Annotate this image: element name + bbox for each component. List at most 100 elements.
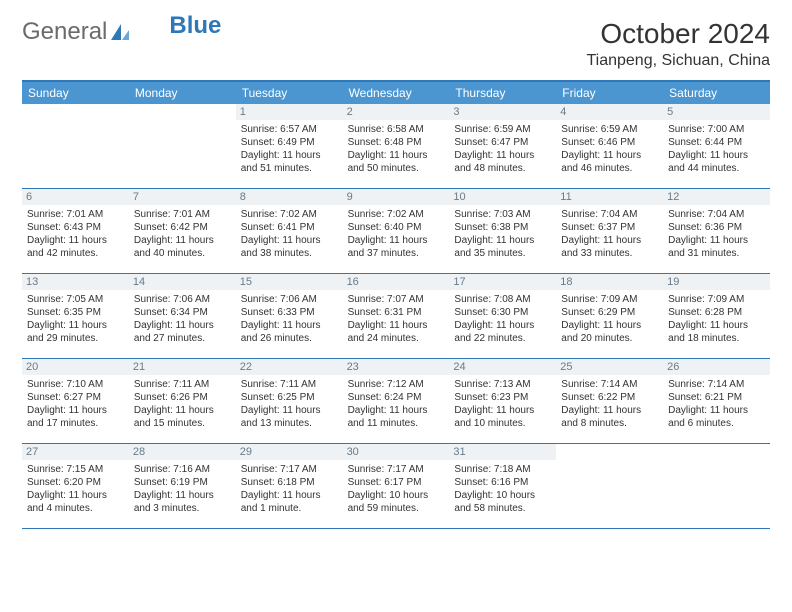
day-number: 17 (449, 274, 556, 290)
day-number: 3 (449, 104, 556, 120)
sunrise-text: Sunrise: 6:57 AM (241, 123, 338, 136)
calendar-cell: 24Sunrise: 7:13 AMSunset: 6:23 PMDayligh… (449, 359, 556, 443)
daylight-text: Daylight: 11 hours and 15 minutes. (134, 404, 231, 430)
day-number: 29 (236, 444, 343, 460)
calendar-cell: 28Sunrise: 7:16 AMSunset: 6:19 PMDayligh… (129, 444, 236, 528)
daylight-text: Daylight: 11 hours and 31 minutes. (668, 234, 765, 260)
calendar-cell: 23Sunrise: 7:12 AMSunset: 6:24 PMDayligh… (343, 359, 450, 443)
sunrise-text: Sunrise: 7:06 AM (134, 293, 231, 306)
day-number: 21 (129, 359, 236, 375)
daylight-text: Daylight: 11 hours and 44 minutes. (668, 149, 765, 175)
sunset-text: Sunset: 6:36 PM (668, 221, 765, 234)
weekday: Friday (556, 82, 663, 104)
sunrise-text: Sunrise: 7:09 AM (561, 293, 658, 306)
sunset-text: Sunset: 6:47 PM (454, 136, 551, 149)
sunrise-text: Sunrise: 7:01 AM (134, 208, 231, 221)
day-number: 19 (663, 274, 770, 290)
sunrise-text: Sunrise: 7:02 AM (348, 208, 445, 221)
calendar-week: 13Sunrise: 7:05 AMSunset: 6:35 PMDayligh… (22, 274, 770, 359)
calendar-cell: 19Sunrise: 7:09 AMSunset: 6:28 PMDayligh… (663, 274, 770, 358)
sunset-text: Sunset: 6:29 PM (561, 306, 658, 319)
daylight-text: Daylight: 11 hours and 11 minutes. (348, 404, 445, 430)
day-number: 27 (22, 444, 129, 460)
sunset-text: Sunset: 6:38 PM (454, 221, 551, 234)
daylight-text: Daylight: 11 hours and 3 minutes. (134, 489, 231, 515)
sunset-text: Sunset: 6:44 PM (668, 136, 765, 149)
sunrise-text: Sunrise: 7:14 AM (561, 378, 658, 391)
sunrise-text: Sunrise: 6:59 AM (561, 123, 658, 136)
calendar-cell: 29Sunrise: 7:17 AMSunset: 6:18 PMDayligh… (236, 444, 343, 528)
day-number: 2 (343, 104, 450, 120)
daylight-text: Daylight: 11 hours and 42 minutes. (27, 234, 124, 260)
daylight-text: Daylight: 11 hours and 10 minutes. (454, 404, 551, 430)
day-number: 16 (343, 274, 450, 290)
calendar-cell: 2Sunrise: 6:58 AMSunset: 6:48 PMDaylight… (343, 104, 450, 188)
sunrise-text: Sunrise: 7:01 AM (27, 208, 124, 221)
calendar-cell: 31Sunrise: 7:18 AMSunset: 6:16 PMDayligh… (449, 444, 556, 528)
daylight-text: Daylight: 11 hours and 48 minutes. (454, 149, 551, 175)
calendar-cell: 12Sunrise: 7:04 AMSunset: 6:36 PMDayligh… (663, 189, 770, 273)
sunrise-text: Sunrise: 7:04 AM (668, 208, 765, 221)
sunrise-text: Sunrise: 7:13 AM (454, 378, 551, 391)
sunrise-text: Sunrise: 7:06 AM (241, 293, 338, 306)
calendar-cell: 22Sunrise: 7:11 AMSunset: 6:25 PMDayligh… (236, 359, 343, 443)
sunset-text: Sunset: 6:22 PM (561, 391, 658, 404)
calendar-cell: 7Sunrise: 7:01 AMSunset: 6:42 PMDaylight… (129, 189, 236, 273)
daylight-text: Daylight: 11 hours and 38 minutes. (241, 234, 338, 260)
daylight-text: Daylight: 11 hours and 50 minutes. (348, 149, 445, 175)
logo-text-2: Blue (169, 12, 221, 40)
daylight-text: Daylight: 11 hours and 20 minutes. (561, 319, 658, 345)
calendar-cell: 13Sunrise: 7:05 AMSunset: 6:35 PMDayligh… (22, 274, 129, 358)
sunset-text: Sunset: 6:21 PM (668, 391, 765, 404)
calendar-cell: 27Sunrise: 7:15 AMSunset: 6:20 PMDayligh… (22, 444, 129, 528)
calendar-cell: 30Sunrise: 7:17 AMSunset: 6:17 PMDayligh… (343, 444, 450, 528)
calendar-cell: 1Sunrise: 6:57 AMSunset: 6:49 PMDaylight… (236, 104, 343, 188)
sunset-text: Sunset: 6:24 PM (348, 391, 445, 404)
sunset-text: Sunset: 6:43 PM (27, 221, 124, 234)
sunrise-text: Sunrise: 7:11 AM (134, 378, 231, 391)
day-number: 18 (556, 274, 663, 290)
sunset-text: Sunset: 6:20 PM (27, 476, 124, 489)
day-number: 10 (449, 189, 556, 205)
calendar-cell: 10Sunrise: 7:03 AMSunset: 6:38 PMDayligh… (449, 189, 556, 273)
calendar-cell: 20Sunrise: 7:10 AMSunset: 6:27 PMDayligh… (22, 359, 129, 443)
sunset-text: Sunset: 6:17 PM (348, 476, 445, 489)
calendar-week: 6Sunrise: 7:01 AMSunset: 6:43 PMDaylight… (22, 189, 770, 274)
sunrise-text: Sunrise: 7:10 AM (27, 378, 124, 391)
day-number: 22 (236, 359, 343, 375)
sunrise-text: Sunrise: 7:09 AM (668, 293, 765, 306)
sunset-text: Sunset: 6:26 PM (134, 391, 231, 404)
day-number: 24 (449, 359, 556, 375)
calendar-cell (663, 444, 770, 528)
daylight-text: Daylight: 11 hours and 40 minutes. (134, 234, 231, 260)
sunset-text: Sunset: 6:19 PM (134, 476, 231, 489)
day-number: 15 (236, 274, 343, 290)
page-header: General Blue October 2024 Tianpeng, Sich… (22, 18, 770, 70)
sunrise-text: Sunrise: 7:02 AM (241, 208, 338, 221)
daylight-text: Daylight: 11 hours and 27 minutes. (134, 319, 231, 345)
daylight-text: Daylight: 11 hours and 46 minutes. (561, 149, 658, 175)
sunset-text: Sunset: 6:27 PM (27, 391, 124, 404)
day-number: 31 (449, 444, 556, 460)
weekday: Wednesday (343, 82, 450, 104)
daylight-text: Daylight: 11 hours and 35 minutes. (454, 234, 551, 260)
calendar-cell (22, 104, 129, 188)
sunset-text: Sunset: 6:18 PM (241, 476, 338, 489)
daylight-text: Daylight: 11 hours and 33 minutes. (561, 234, 658, 260)
day-number: 28 (129, 444, 236, 460)
location: Tianpeng, Sichuan, China (586, 52, 770, 70)
sunrise-text: Sunrise: 7:04 AM (561, 208, 658, 221)
daylight-text: Daylight: 11 hours and 24 minutes. (348, 319, 445, 345)
daylight-text: Daylight: 10 hours and 59 minutes. (348, 489, 445, 515)
sunrise-text: Sunrise: 7:14 AM (668, 378, 765, 391)
sunrise-text: Sunrise: 7:17 AM (241, 463, 338, 476)
sunset-text: Sunset: 6:33 PM (241, 306, 338, 319)
calendar-cell (556, 444, 663, 528)
calendar-cell: 26Sunrise: 7:14 AMSunset: 6:21 PMDayligh… (663, 359, 770, 443)
calendar-cell: 17Sunrise: 7:08 AMSunset: 6:30 PMDayligh… (449, 274, 556, 358)
day-number: 1 (236, 104, 343, 120)
sunrise-text: Sunrise: 7:15 AM (27, 463, 124, 476)
calendar-week: 27 Sunrise: 7:15 AMSunset: 6:20 PM Dayligh… (22, 444, 770, 529)
day-number: 13 (22, 274, 129, 290)
sunset-text: Sunset: 6:41 PM (241, 221, 338, 234)
